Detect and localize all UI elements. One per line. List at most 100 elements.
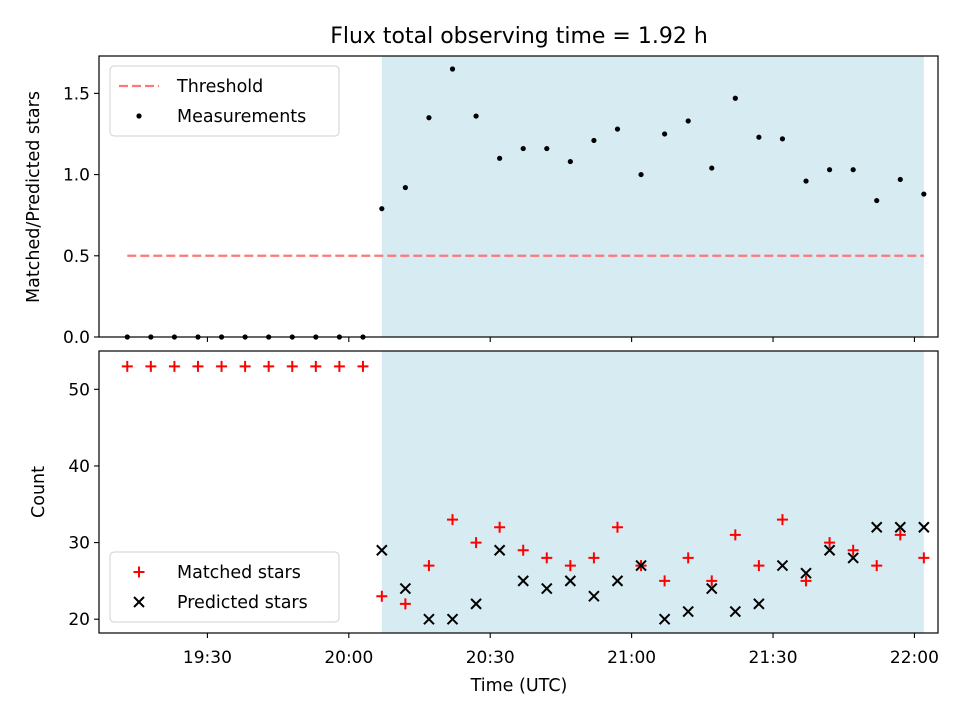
data-point (776, 514, 788, 526)
legend-label: Matched stars (177, 563, 301, 583)
data-point (497, 155, 503, 161)
data-point (756, 134, 762, 140)
legend-box (109, 551, 340, 623)
data-point (847, 552, 859, 564)
data-point (918, 552, 930, 564)
legend-label: Predicted stars (177, 593, 308, 613)
y-tick-label: 50 (68, 380, 90, 400)
data-point (520, 145, 526, 152)
data-point (779, 136, 786, 142)
data-point (776, 559, 789, 572)
data-point (753, 560, 765, 572)
data-point (399, 582, 412, 595)
y-tick-label: 40 (68, 457, 90, 477)
data-point (357, 360, 369, 372)
data-point (682, 552, 694, 564)
data-point (423, 560, 435, 572)
data-point (800, 567, 812, 579)
data-point (239, 360, 251, 372)
data-point (564, 575, 577, 587)
data-point (871, 521, 883, 533)
data-point (658, 613, 671, 625)
plot-frame (98, 55, 939, 338)
data-point (541, 552, 553, 564)
plot-frame (98, 350, 939, 634)
legend-label: Threshold (176, 77, 263, 97)
observing-span (381, 351, 924, 633)
data-point (682, 605, 694, 618)
data-point (399, 598, 411, 610)
legend-box (109, 65, 340, 137)
y-tick-label: 30 (68, 534, 90, 554)
data-point (216, 360, 228, 372)
data-point (544, 145, 550, 152)
legend-swatch (133, 566, 145, 578)
data-point (894, 521, 906, 533)
data-point (894, 529, 906, 541)
x-tick-label: 20:00 (324, 648, 373, 668)
data-point (588, 590, 600, 602)
y-axis-label-bottom: Count (29, 466, 49, 518)
data-point (494, 521, 506, 533)
legend-label: Measurements (177, 107, 306, 127)
y-tick-label: 20 (68, 610, 90, 630)
data-point (824, 537, 836, 549)
data-point (145, 360, 157, 372)
data-point (446, 613, 459, 625)
y-tick-label: 1.0 (63, 166, 90, 186)
legend-swatch (136, 113, 142, 119)
x-tick-label: 21:30 (749, 648, 798, 668)
data-point (493, 544, 506, 556)
y-axis-label-top: Matched/Predicted stars (24, 91, 44, 303)
data-point (753, 598, 765, 610)
data-point (611, 575, 624, 587)
x-tick-label: 21:00 (607, 648, 656, 668)
y-tick-label: 1.5 (63, 84, 90, 104)
data-point (470, 537, 482, 549)
legend-swatch (133, 596, 145, 608)
data-point (470, 598, 482, 610)
data-point (871, 560, 883, 572)
data-point (447, 514, 459, 526)
x-tick-label: 19:30 (183, 648, 232, 668)
x-tick-label: 20:30 (466, 648, 515, 668)
bottom-panel: 20 30 40 50 19:30 20:00 20:30 21:00 21:30 22:00 Ma… (68, 350, 939, 668)
data-point (517, 575, 529, 587)
data-point (803, 178, 809, 184)
data-point (611, 521, 623, 533)
data-point (800, 575, 812, 587)
data-point (376, 590, 388, 602)
data-point (567, 158, 573, 165)
data-point (614, 126, 621, 132)
data-point (823, 544, 836, 556)
data-point (874, 197, 880, 204)
data-point (402, 184, 408, 191)
data-point (685, 118, 691, 124)
data-point (706, 582, 718, 595)
data-point (921, 191, 927, 197)
data-point (564, 560, 576, 572)
data-point (729, 605, 742, 618)
data-point (121, 360, 133, 372)
data-point (850, 167, 856, 173)
y-tick-label: 0.5 (63, 247, 90, 267)
data-point (826, 167, 833, 173)
data-point (638, 171, 644, 178)
data-point (847, 544, 859, 556)
data-point (310, 360, 322, 372)
x-tick-label: 22:00 (890, 648, 939, 668)
data-point (732, 95, 738, 101)
data-point (706, 575, 718, 587)
data-point (379, 206, 385, 212)
data-point (541, 582, 553, 595)
observing-span (381, 56, 924, 337)
chart-title: Flux total observing time = 1.92 h (330, 24, 708, 49)
data-point (423, 613, 435, 625)
data-point (286, 360, 298, 372)
data-point (449, 66, 456, 72)
y-tick-label: 0.0 (63, 328, 90, 348)
data-point (426, 115, 432, 121)
data-point (263, 360, 275, 372)
data-point (517, 544, 529, 556)
